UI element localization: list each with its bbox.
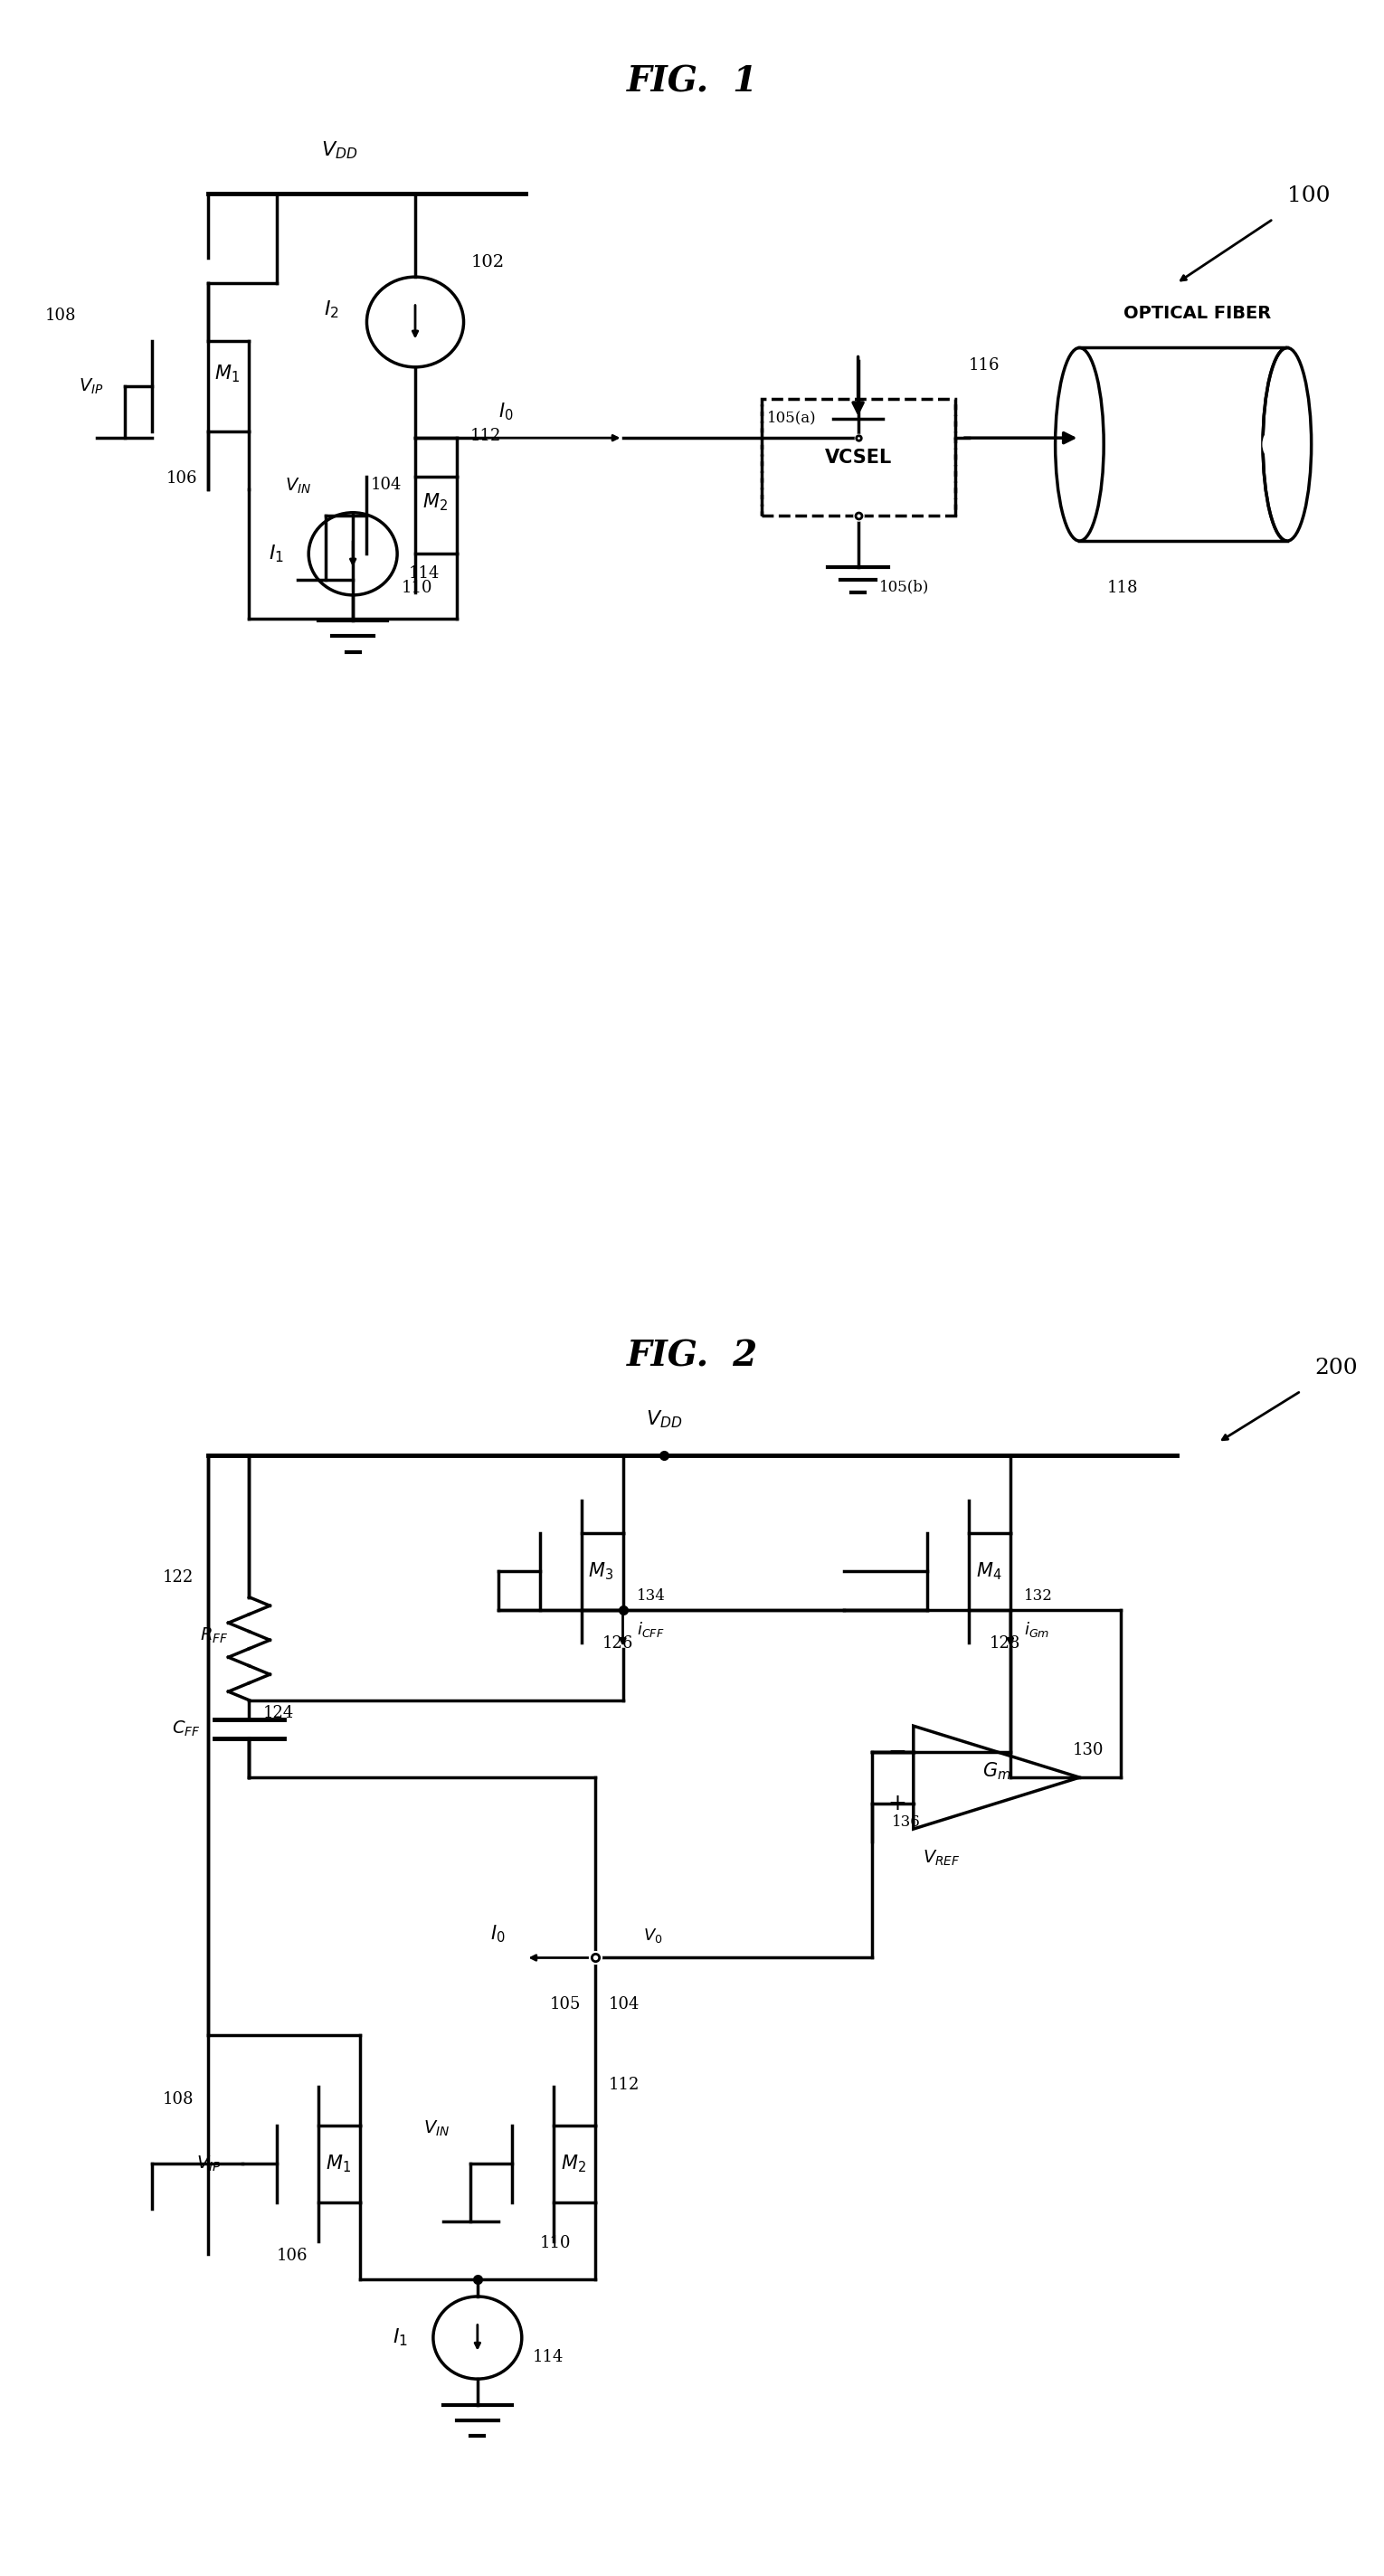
Text: 105(b): 105(b) [879, 580, 929, 595]
Text: 112: 112 [471, 428, 501, 443]
Text: 126: 126 [602, 1636, 632, 1651]
Text: $I_0$: $I_0$ [498, 402, 513, 422]
Text: $V_{IN}$: $V_{IN}$ [285, 477, 311, 495]
FancyBboxPatch shape [761, 399, 955, 515]
Text: FIG.  2: FIG. 2 [627, 1340, 757, 1373]
Wedge shape [1262, 422, 1287, 466]
Text: 105(a): 105(a) [767, 410, 817, 425]
Text: $M_1$: $M_1$ [325, 2154, 350, 2174]
Text: $M_2$: $M_2$ [561, 2154, 585, 2174]
Text: $V_{DD}$: $V_{DD}$ [321, 139, 357, 160]
Text: $V_{DD}$: $V_{DD}$ [646, 1409, 682, 1430]
Text: 130: 130 [1073, 1741, 1104, 1757]
Text: 132: 132 [1024, 1589, 1053, 1602]
Text: 110: 110 [401, 580, 433, 595]
Text: $M_4$: $M_4$ [976, 1561, 1002, 1582]
Text: $V_{IN}$: $V_{IN}$ [424, 2120, 450, 2138]
Text: $M_1$: $M_1$ [215, 363, 239, 384]
Text: 114: 114 [533, 2349, 563, 2365]
Text: $C_{FF}$: $C_{FF}$ [172, 1718, 201, 1739]
Text: $V_{IP}$: $V_{IP}$ [79, 376, 104, 397]
Text: $I_2$: $I_2$ [324, 299, 339, 319]
Text: 122: 122 [163, 1569, 194, 1587]
Text: 128: 128 [990, 1636, 1020, 1651]
Text: 105: 105 [551, 1996, 581, 2012]
Text: VCSEL: VCSEL [825, 448, 891, 466]
Text: 124: 124 [263, 1705, 293, 1721]
Text: 116: 116 [969, 358, 1001, 374]
Text: +: + [887, 1793, 907, 1814]
Text: 102: 102 [471, 255, 504, 270]
Text: $V_{REF}$: $V_{REF}$ [922, 1850, 960, 1868]
Text: 108: 108 [162, 2092, 194, 2107]
Text: 200: 200 [1315, 1358, 1358, 1378]
Text: $M_2$: $M_2$ [422, 492, 447, 513]
Text: 104: 104 [371, 477, 401, 492]
Text: $I_0$: $I_0$ [490, 1924, 505, 1945]
Text: $G_m$: $G_m$ [983, 1759, 1010, 1783]
Text: 136: 136 [891, 1816, 920, 1829]
Text: 106: 106 [166, 471, 198, 487]
Text: 134: 134 [637, 1589, 666, 1602]
Text: 110: 110 [540, 2233, 572, 2251]
Text: 112: 112 [609, 2076, 639, 2092]
Text: 114: 114 [408, 564, 439, 582]
Text: $V_{IP}$: $V_{IP}$ [197, 2154, 221, 2174]
Text: $R_{FF}$: $R_{FF}$ [199, 1625, 228, 1646]
Text: $i_{Gm}$: $i_{Gm}$ [1024, 1620, 1049, 1638]
Text: 108: 108 [44, 307, 76, 325]
Text: OPTICAL FIBER: OPTICAL FIBER [1124, 304, 1271, 322]
Text: $I_1$: $I_1$ [393, 2326, 408, 2349]
Text: $M_3$: $M_3$ [588, 1561, 613, 1582]
Text: −: − [887, 1741, 907, 1762]
Text: 118: 118 [1107, 580, 1139, 595]
Text: FIG.  1: FIG. 1 [627, 64, 757, 98]
Text: 100: 100 [1287, 185, 1330, 206]
Text: 104: 104 [609, 1996, 639, 2012]
Text: $V_0$: $V_0$ [644, 1927, 663, 1945]
Text: $i_{CFF}$: $i_{CFF}$ [637, 1620, 664, 1638]
Text: $I_1$: $I_1$ [268, 544, 284, 564]
Text: 106: 106 [277, 2246, 309, 2264]
